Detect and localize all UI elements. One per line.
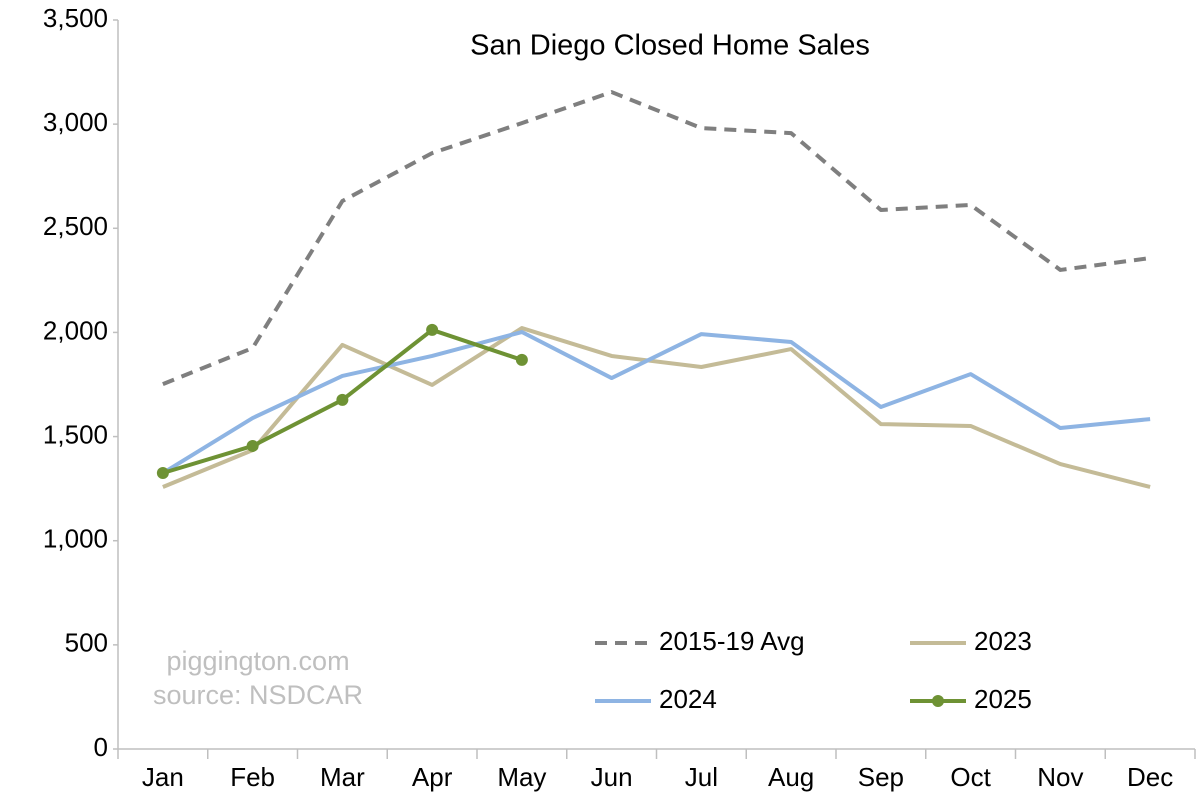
y-tick-label: 1,500 <box>43 419 108 449</box>
x-tick-label: Sep <box>858 762 904 792</box>
series-marker <box>156 467 169 480</box>
y-tick-label: 3,500 <box>43 3 108 33</box>
y-tick-label: 2,000 <box>43 315 108 345</box>
series-line <box>161 330 1151 475</box>
y-tick-label: 500 <box>65 628 108 658</box>
series-marker <box>246 439 259 452</box>
y-tick-label: 1,000 <box>43 524 108 554</box>
legend-marker <box>932 695 944 707</box>
legend-label: 2024 <box>659 684 717 714</box>
x-tick-label: Apr <box>412 762 453 792</box>
x-tick-label: Jun <box>591 762 633 792</box>
y-tick-label: 3,000 <box>43 107 108 137</box>
x-tick-label: May <box>497 762 546 792</box>
legend-label: 2025 <box>974 684 1032 714</box>
series-marker <box>336 393 349 406</box>
series-line <box>162 90 1151 386</box>
x-tick-label: Dec <box>1127 762 1173 792</box>
annotation: piggington.com <box>166 646 349 676</box>
x-tick-label: Aug <box>768 762 814 792</box>
series-marker <box>426 323 439 336</box>
x-tick-label: Jul <box>685 762 718 792</box>
x-tick-label: Nov <box>1037 762 1083 792</box>
x-tick-label: Feb <box>230 762 275 792</box>
x-tick-label: Jan <box>142 762 184 792</box>
x-tick-label: Oct <box>950 762 991 792</box>
series-line <box>162 326 1151 489</box>
legend-label: 2015-19 Avg <box>659 626 805 656</box>
series-marker <box>515 353 528 366</box>
annotation: source: NSDCAR <box>153 680 363 710</box>
legend-label: 2023 <box>974 626 1032 656</box>
chart-title: San Diego Closed Home Sales <box>470 30 870 62</box>
y-tick-label: 0 <box>94 732 108 762</box>
y-tick-label: 2,500 <box>43 211 108 241</box>
x-tick-label: Mar <box>320 762 365 792</box>
